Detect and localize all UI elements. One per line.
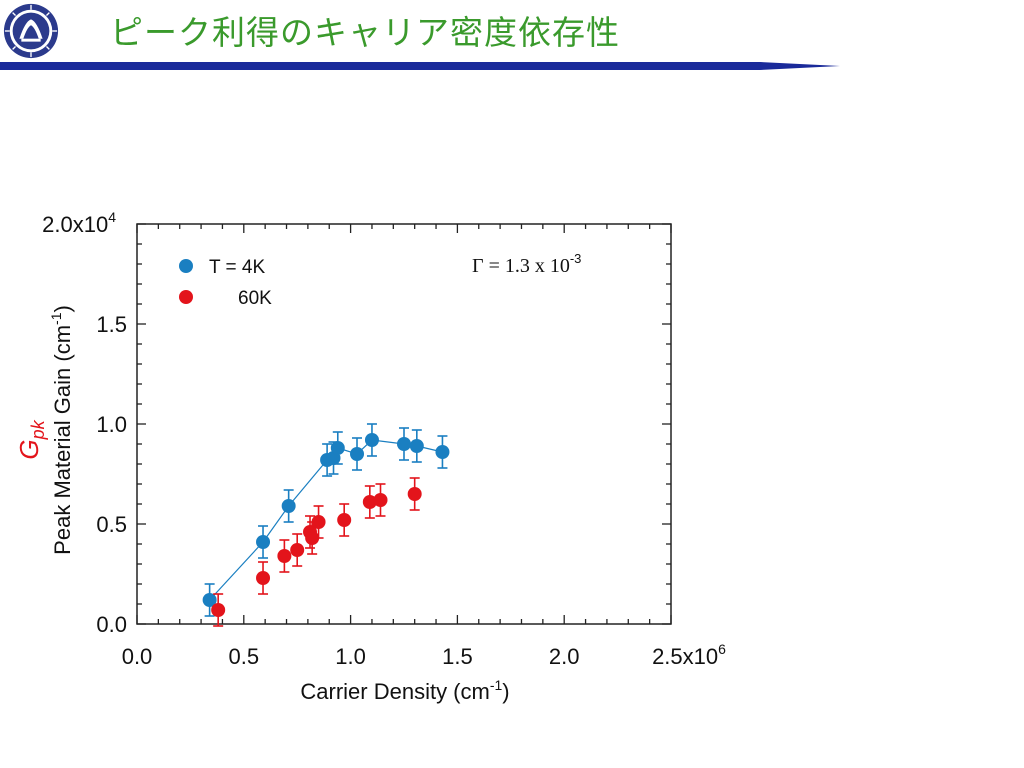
slide-title: ピーク利得のキャリア密度依存性 <box>110 13 620 52</box>
x-axis-label: Carrier Density (cm-1) <box>300 677 509 704</box>
y-axis-label-sup: -1 <box>48 312 64 325</box>
plot-frame <box>136 223 672 625</box>
annotation-text: Γ = 1.3 x 10 <box>472 255 570 277</box>
gpk-side-label: Gpk <box>14 419 48 459</box>
series-1 <box>211 477 422 627</box>
legend-label-60k: 60K <box>238 288 272 309</box>
y-exponent: 4 <box>108 209 116 225</box>
data-point <box>330 441 345 455</box>
data-point <box>305 531 320 545</box>
confinement-factor-annotation: Γ = 1.3 x 10-3 <box>472 251 581 277</box>
data-point <box>211 603 226 617</box>
x-exponent: 6 <box>718 641 726 657</box>
gpk-main: G <box>14 439 44 459</box>
legend-marker-60k <box>179 290 193 304</box>
y-tick-label: 1.0 <box>96 412 127 437</box>
axis-ticks <box>136 223 672 625</box>
data-point <box>337 513 352 527</box>
x-tick-label: 2.5x106 <box>652 641 726 669</box>
data-point <box>290 543 305 557</box>
y-axis-label: Peak Material Gain (cm-1) <box>48 305 75 555</box>
data-point <box>281 499 296 513</box>
gpk-subscript: pk <box>28 419 48 440</box>
data-point <box>364 433 379 447</box>
y-axis-label-main: Peak Material Gain (cm <box>50 325 75 555</box>
x-tick-label: 2.0 <box>549 644 580 669</box>
y-axis-label-end: ) <box>50 305 75 312</box>
y-tick-label: 2.0x104 <box>42 209 116 237</box>
x-tick-label: 1.0 <box>335 644 366 669</box>
legend-label-4k: T = 4K <box>209 257 265 278</box>
y-tick-labels: 0.0 0.5 1.0 1.5 2.0x104 <box>42 209 127 637</box>
data-point <box>409 439 424 453</box>
x-tick-label: 1.5 <box>442 644 473 669</box>
data-point <box>435 445 450 459</box>
x-axis-label-sup: -1 <box>490 677 503 693</box>
data-point <box>373 493 388 507</box>
data-point <box>362 495 377 509</box>
x-axis-label-main: Carrier Density (cm <box>300 679 489 704</box>
data-point <box>350 447 365 461</box>
y-tick-label: 1.5 <box>96 312 127 337</box>
university-logo-icon <box>3 3 59 59</box>
data-point <box>256 535 271 549</box>
data-point <box>407 487 422 501</box>
x-tick-label: 0.5 <box>229 644 260 669</box>
data-point <box>277 549 292 563</box>
series-layer <box>202 423 450 627</box>
x-tick-labels: 0.0 0.5 1.0 1.5 2.0 2.5x106 <box>122 641 726 669</box>
legend: T = 4K 60K <box>179 257 272 309</box>
legend-marker-4k <box>179 259 193 273</box>
series-0 <box>202 423 450 617</box>
annotation-sup: -3 <box>570 251 582 266</box>
title-underline-bar <box>0 62 840 70</box>
y-tick-label: 0.0 <box>96 612 127 637</box>
data-point <box>202 593 217 607</box>
data-point <box>256 571 271 585</box>
y-tick-label: 0.5 <box>96 512 127 537</box>
x-axis-label-end: ) <box>502 679 509 704</box>
x-tick-label: 0.0 <box>122 644 153 669</box>
data-point <box>397 437 411 451</box>
data-point <box>311 515 326 529</box>
